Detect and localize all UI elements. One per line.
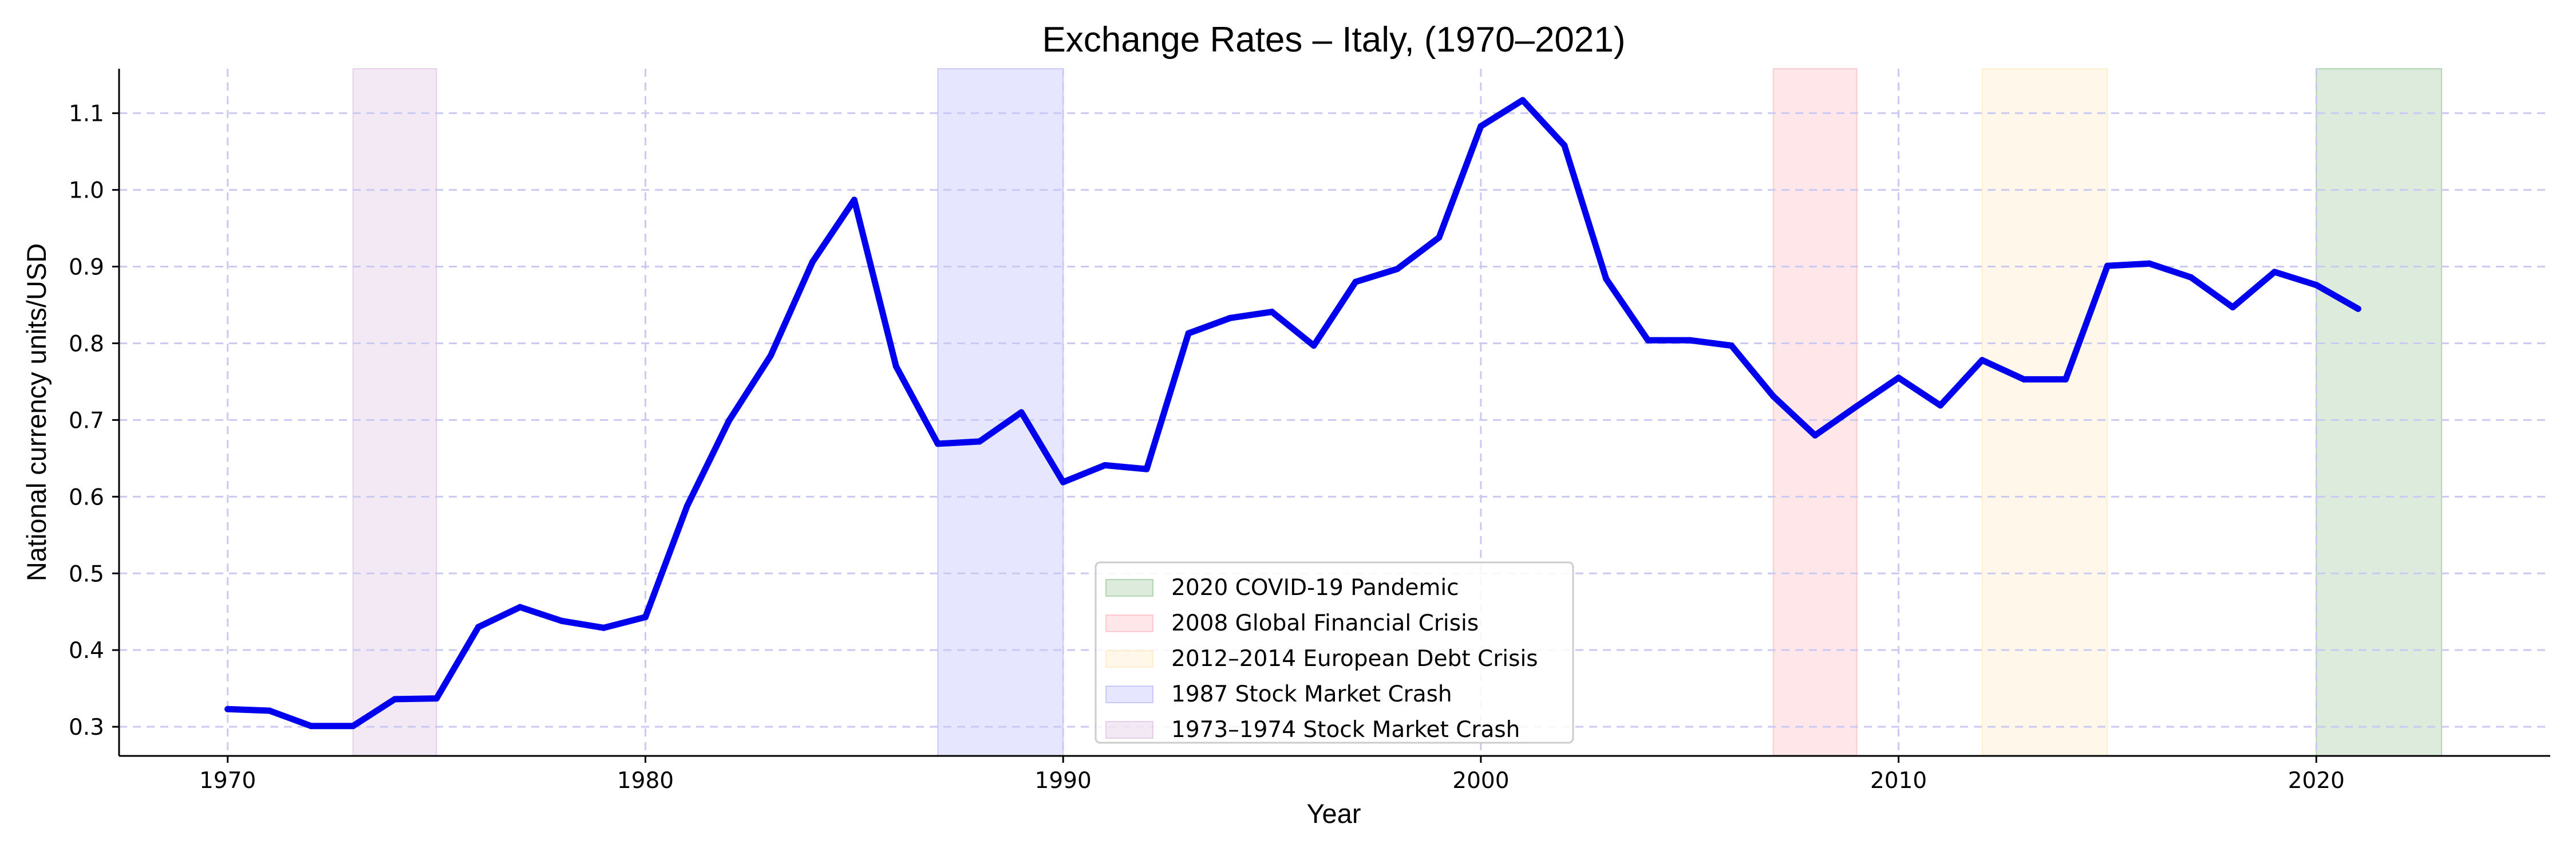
data-point: [1854, 403, 1860, 409]
chart-title: Exchange Rates – Italy, (1970–2021): [1042, 20, 1625, 60]
data-point: [475, 624, 482, 631]
legend-label: 1973–1974 Stock Market Crash: [1171, 717, 1520, 743]
data-point: [1686, 337, 1693, 344]
legend-label: 2020 COVID-19 Pandemic: [1171, 575, 1459, 601]
data-point: [392, 696, 398, 703]
x-tick-label: 2010: [1870, 768, 1927, 794]
data-point: [350, 723, 357, 730]
shaded-period-2: [1981, 68, 2108, 756]
y-tick-label: 0.9: [69, 255, 104, 281]
data-point: [725, 417, 732, 424]
data-point: [767, 352, 774, 359]
data-point: [1352, 278, 1359, 285]
data-point: [851, 196, 858, 203]
data-point: [2146, 260, 2152, 267]
axes: [118, 69, 2550, 757]
data-point: [559, 617, 566, 624]
legend-label: 2008 Global Financial Crisis: [1171, 610, 1479, 636]
data-point: [892, 363, 899, 370]
x-tick-label: 2020: [2288, 768, 2345, 794]
y-axis-label: National currency units/USD: [21, 243, 52, 581]
data-point: [809, 259, 816, 265]
shaded-periods: [352, 68, 2443, 756]
data-point: [1227, 314, 1234, 321]
data-point: [934, 440, 941, 447]
data-point: [1519, 97, 1526, 104]
legend: 2020 COVID-19 Pandemic 2008 Global Financ…: [1095, 561, 1574, 744]
legend-label: 1987 Stock Market Crash: [1171, 681, 1452, 707]
data-point: [1770, 393, 1777, 400]
data-point: [1561, 142, 1568, 149]
x-tick-label: 1990: [1035, 768, 1092, 794]
y-tick-label: 0.8: [69, 331, 104, 357]
y-ticks: 0.3 0.4 0.5 0.6 0.7 0.8 0.9 1.0 1.1: [69, 101, 119, 740]
data-point: [1185, 330, 1192, 337]
data-point: [224, 706, 231, 712]
series-layer: [224, 97, 2361, 730]
data-point: [1143, 466, 1150, 472]
shaded-period-4: [352, 68, 437, 756]
data-point: [2104, 262, 2111, 269]
y-tick-label: 1.1: [69, 101, 104, 127]
data-point: [642, 614, 649, 621]
data-point: [517, 604, 524, 610]
data-point: [1979, 357, 1986, 364]
data-point: [976, 438, 983, 445]
y-tick-label: 0.3: [69, 715, 104, 740]
y-tick-label: 0.4: [69, 638, 104, 664]
data-point: [2354, 305, 2361, 312]
data-point: [1477, 123, 1484, 129]
data-point: [2271, 269, 2278, 275]
legend-swatch-3: [1105, 685, 1153, 703]
data-point: [2229, 304, 2236, 311]
x-ticks: 1970 1980 1990 2000 2010 2020: [199, 756, 2345, 794]
y-tick-label: 0.6: [69, 484, 104, 510]
x-axis-label: Year: [1307, 798, 1361, 829]
y-tick-label: 0.5: [69, 561, 104, 587]
legend-swatch-4: [1105, 721, 1153, 739]
data-point: [1937, 402, 1944, 409]
y-tick-label: 0.7: [69, 408, 104, 434]
y-tick-label: 1.0: [69, 178, 104, 204]
data-point: [1728, 342, 1735, 349]
data-point: [1895, 375, 1902, 381]
shaded-period-0: [2316, 68, 2443, 756]
data-point: [683, 502, 690, 509]
data-point: [1394, 266, 1401, 273]
data-point: [308, 723, 315, 730]
series-line-0: [224, 97, 2361, 730]
data-point: [1436, 234, 1443, 241]
legend-swatch-1: [1105, 614, 1153, 632]
data-point: [433, 695, 440, 702]
data-point: [1269, 309, 1275, 316]
legend-swatch-0: [1105, 579, 1153, 597]
legend-swatch-2: [1105, 650, 1153, 668]
data-point: [2313, 282, 2320, 289]
data-point: [600, 624, 607, 631]
shaded-period-3: [937, 68, 1064, 756]
legend-frame: [1095, 561, 1574, 744]
legend-label: 2012–2014 European Debt Crisis: [1171, 646, 1538, 672]
x-tick-label: 1970: [199, 768, 256, 794]
data-point: [266, 707, 273, 714]
data-point: [2063, 376, 2069, 383]
data-point: [1101, 462, 1108, 468]
data-point: [2187, 274, 2194, 281]
data-point: [1645, 337, 1652, 344]
data-point: [1060, 479, 1066, 486]
data-point: [1310, 342, 1317, 349]
x-tick-label: 1980: [617, 768, 674, 794]
x-tick-label: 2000: [1452, 768, 1509, 794]
data-point: [1018, 409, 1025, 416]
data-point: [1812, 432, 1819, 439]
data-point: [2021, 376, 2028, 383]
data-point: [1603, 275, 1610, 282]
